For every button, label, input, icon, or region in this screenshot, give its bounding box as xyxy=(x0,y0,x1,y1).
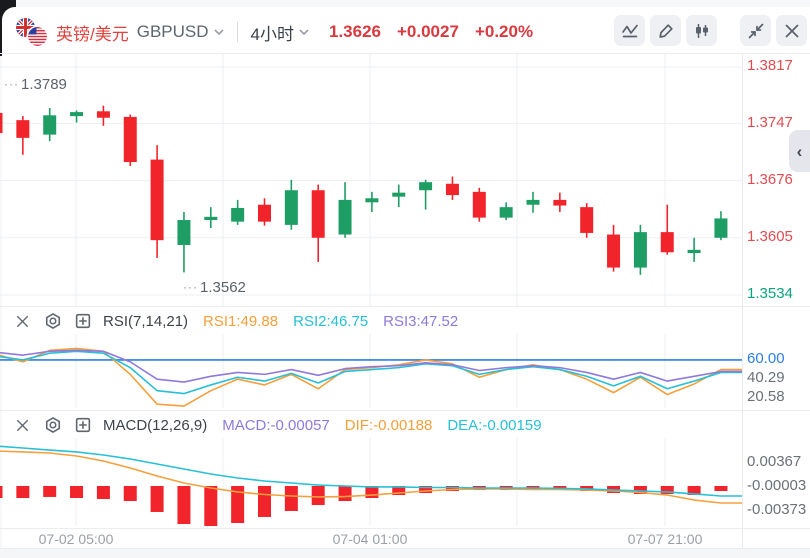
macd-plot[interactable] xyxy=(0,438,742,526)
rsi-remove-button[interactable] xyxy=(12,311,33,332)
axis-label: 20.58 xyxy=(747,388,785,406)
close-icon xyxy=(785,24,798,37)
macd-panel-header: MACD(12,26,9) MACD:-0.00057 DIF:-0.00188… xyxy=(12,413,542,437)
draw-icon xyxy=(658,23,673,38)
chart-header: 英镑/美元 GBPUSD 4小时 1.3626 +0.0027 +0.20% xyxy=(16,13,620,51)
axis-label: -0.00373 xyxy=(747,500,807,518)
rsi-plot[interactable] xyxy=(0,334,742,408)
chevron-down-icon xyxy=(213,29,224,35)
header-bottom-divider xyxy=(0,53,810,54)
chart-toolbar xyxy=(614,15,807,46)
timeframe-selector[interactable]: 4小时 xyxy=(251,20,309,45)
settings-icon xyxy=(45,417,60,433)
gbpusd-flag-icon xyxy=(16,18,48,46)
dif-value: DIF:-0.00188 xyxy=(344,416,433,434)
rsi3-value: RSI3:47.52 xyxy=(383,312,459,330)
rsi-add-button[interactable] xyxy=(72,311,93,332)
macd-add-button[interactable] xyxy=(72,415,93,436)
axis-label: 1.3817 xyxy=(747,57,793,75)
add-icon xyxy=(75,313,90,329)
rsi-settings-button[interactable] xyxy=(42,311,63,332)
close-chart-button[interactable] xyxy=(776,15,807,46)
pair-name: 英镑/美元 xyxy=(56,24,129,44)
axis-label: 1.3676 xyxy=(747,171,793,189)
collapse-icon xyxy=(748,23,763,38)
price-change-percent: +0.20% xyxy=(474,22,534,41)
candlestick-icon xyxy=(695,23,708,38)
price-change: +0.0027 xyxy=(397,22,459,41)
chevron-left-icon: ‹ xyxy=(796,141,803,161)
rsi-title: RSI(7,14,21) xyxy=(103,312,189,330)
header-divider xyxy=(236,22,238,42)
draw-button[interactable] xyxy=(650,15,681,46)
price-axis-border xyxy=(742,54,743,548)
panel-divider xyxy=(0,306,810,307)
timeframe-label: 4小时 xyxy=(250,24,294,44)
candlestick-plot[interactable] xyxy=(0,54,742,306)
axis-label: 1.3605 xyxy=(747,228,793,246)
panel-divider xyxy=(0,410,810,411)
symbol-selector[interactable]: GBPUSD xyxy=(137,22,224,42)
low-annotation: ··· 1.3562 xyxy=(183,279,246,296)
side-panel-toggle[interactable]: ‹ xyxy=(789,130,810,172)
last-price: 1.3626 xyxy=(329,22,381,41)
collapse-button[interactable] xyxy=(740,15,771,46)
macd-title: MACD(12,26,9) xyxy=(103,416,208,434)
close-icon xyxy=(16,315,29,327)
time-axis-label: 07-02 05:00 xyxy=(38,531,114,547)
dea-value: DEA:-0.00159 xyxy=(447,416,542,434)
uk-flag-icon xyxy=(16,18,35,37)
macd-settings-button[interactable] xyxy=(42,415,63,436)
axis-label: 60.00 xyxy=(747,350,785,368)
add-icon xyxy=(75,417,90,433)
macd-value: MACD:-0.00057 xyxy=(222,416,330,434)
symbol-label: GBPUSD xyxy=(136,22,209,41)
close-icon xyxy=(16,419,29,431)
time-axis-label: 07-07 21:00 xyxy=(627,531,703,547)
horizontal-scrollbar[interactable] xyxy=(0,548,810,558)
rsi1-value: RSI1:49.88 xyxy=(203,312,279,330)
chevron-down-icon xyxy=(299,29,309,35)
axis-label: -0.00003 xyxy=(747,476,807,494)
settings-icon xyxy=(45,313,60,329)
candlestick-style-button[interactable] xyxy=(686,15,717,46)
rsi2-value: RSI2:46.75 xyxy=(293,312,369,330)
chart-card xyxy=(2,7,810,558)
axis-label: 1.3747 xyxy=(747,113,793,131)
annotation-leader-dots: ··· xyxy=(4,77,19,91)
time-axis-label: 07-04 01:00 xyxy=(332,531,408,547)
axis-label: 1.3534 xyxy=(747,285,793,303)
line-chart-icon xyxy=(621,24,638,37)
high-annotation: ··· 1.3789 xyxy=(4,76,67,93)
us-flag-icon xyxy=(28,27,47,46)
macd-remove-button[interactable] xyxy=(12,415,33,436)
panel-divider xyxy=(0,528,810,529)
axis-label: 40.29 xyxy=(747,369,785,387)
axis-label: 0.00367 xyxy=(747,452,802,470)
annotation-leader-dots: ··· xyxy=(183,280,198,294)
line-chart-button[interactable] xyxy=(614,15,645,46)
rsi-panel-header: RSI(7,14,21) RSI1:49.88 RSI2:46.75 RSI3:… xyxy=(12,309,458,333)
